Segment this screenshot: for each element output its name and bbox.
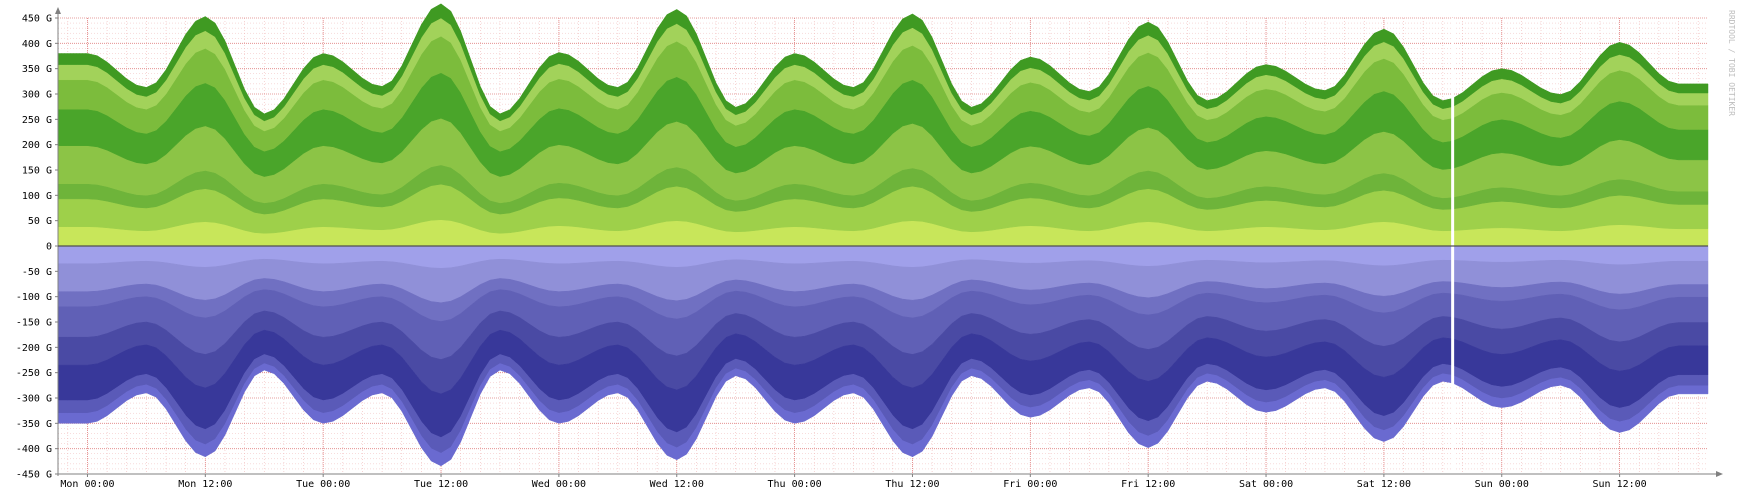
y-tick-label: 200 G [22, 140, 52, 151]
y-tick-label: 300 G [22, 90, 52, 101]
stacked-areas [57, 3, 1709, 474]
y-axis-arrow [55, 7, 61, 14]
x-tick-label: Tue 12:00 [414, 479, 468, 490]
x-axis-labels: Mon 00:00 Mon 12:00 Tue 00:00 Tue 12:00 Wed … [60, 474, 1647, 490]
y-tick-label: 50 G [28, 216, 52, 227]
x-axis-arrow [1716, 471, 1723, 477]
x-tick-label: Fri 00:00 [1003, 479, 1057, 490]
y-tick-label: 250 G [22, 115, 52, 126]
y-tick-label: 100 G [22, 191, 52, 202]
x-tick-label: Mon 00:00 [60, 479, 114, 490]
x-tick-label: Sat 12:00 [1357, 479, 1411, 490]
x-tick-label: Mon 12:00 [178, 479, 232, 490]
y-tick-label: 0 [46, 242, 52, 253]
x-tick-label: Sat 00:00 [1239, 479, 1293, 490]
y-tick-label: -50 G [22, 267, 52, 278]
y-tick-label: -250 G [16, 368, 52, 379]
y-tick-label: -100 G [16, 292, 52, 303]
x-tick-label: Fri 12:00 [1121, 479, 1175, 490]
y-tick-label: 350 G [22, 64, 52, 75]
y-axis-labels: 450 G 400 G 350 G 300 G 250 G 200 G 150 G 100 G… [16, 14, 58, 481]
y-tick-label: -150 G [16, 318, 52, 329]
rrdtool-watermark: RRDTOOL / TOBI OETIKER [1727, 10, 1736, 116]
y-tick-label: 450 G [22, 14, 52, 25]
y-tick-label: -350 G [16, 419, 52, 430]
y-tick-label: -300 G [16, 394, 52, 405]
x-tick-label: Wed 12:00 [650, 479, 704, 490]
y-tick-label: 400 G [22, 39, 52, 50]
x-tick-label: Wed 00:00 [532, 479, 586, 490]
y-tick-label: -450 G [16, 470, 52, 481]
y-tick-label: 150 G [22, 166, 52, 177]
outbound-area-8 [57, 363, 1709, 467]
x-tick-label: Sun 00:00 [1475, 479, 1529, 490]
x-tick-label: Thu 00:00 [768, 479, 822, 490]
y-tick-label: -200 G [16, 343, 52, 354]
inbound-area-8 [57, 3, 1709, 122]
y-tick-label: -400 G [16, 444, 52, 455]
x-tick-label: Sun 12:00 [1593, 479, 1647, 490]
x-tick-label: Thu 12:00 [885, 479, 939, 490]
x-tick-label: Tue 00:00 [296, 479, 350, 490]
